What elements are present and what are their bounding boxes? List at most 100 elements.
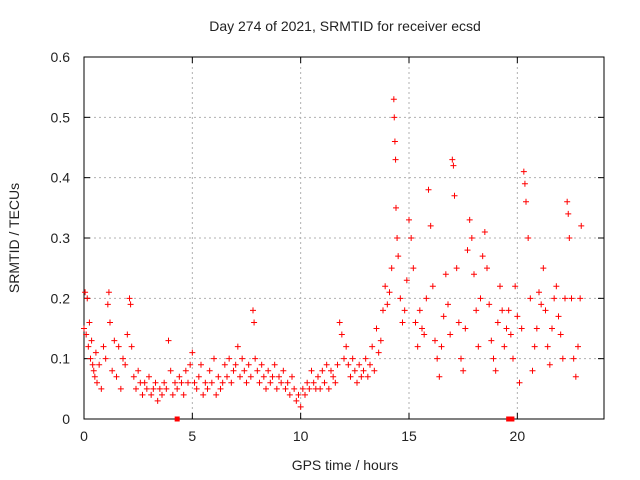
data-point [100, 343, 107, 350]
data-point [122, 361, 129, 368]
data-point [269, 373, 276, 380]
data-point [568, 295, 575, 302]
data-point [159, 391, 165, 398]
data-point [531, 343, 538, 350]
data-point [271, 361, 278, 368]
data-point [150, 385, 157, 392]
data-point [243, 379, 250, 386]
data-point [256, 379, 263, 386]
data-point [421, 331, 428, 338]
data-point [104, 301, 111, 308]
data-point [401, 307, 408, 314]
data-point [345, 361, 352, 368]
data-point [260, 373, 267, 380]
data-point [406, 216, 412, 223]
data-point [436, 373, 443, 380]
data-point [479, 253, 486, 260]
data-point [195, 373, 202, 380]
data-point [507, 331, 514, 338]
data-point [516, 379, 523, 386]
data-point [380, 307, 386, 314]
data-point [325, 385, 332, 392]
data-point [354, 379, 360, 386]
data-point [237, 373, 243, 380]
data-point [445, 301, 451, 308]
data-point [458, 355, 464, 362]
data-point [512, 283, 519, 290]
data-point [156, 385, 163, 392]
data-point [154, 397, 161, 404]
y-tick-label: 0.5 [51, 109, 71, 125]
axes: 0 5 10 15 20 0 0.1 0.2 0.3 0.4 0.5 0.6 [51, 49, 605, 444]
data-point [578, 222, 585, 229]
data-point [213, 391, 220, 398]
y-tick-label: 0.4 [51, 170, 71, 186]
data-point [419, 325, 425, 332]
data-point [86, 319, 93, 326]
data-point [146, 373, 152, 380]
data-point [356, 361, 363, 368]
data-point [412, 319, 419, 326]
x-tick-label: 0 [80, 428, 88, 444]
data-point [408, 235, 415, 241]
x-tick-label: 15 [401, 428, 417, 444]
data-point [536, 289, 542, 296]
data-point [471, 271, 477, 278]
data-point [92, 349, 99, 356]
data-point [492, 367, 499, 374]
data-point [247, 373, 254, 380]
data-point [117, 385, 124, 392]
data-point [286, 391, 293, 398]
data-point [432, 337, 438, 344]
data-point [304, 379, 311, 386]
data-point [462, 325, 469, 332]
data-point [174, 385, 181, 392]
data-point [124, 331, 131, 338]
data-point [451, 192, 458, 199]
data-point [488, 337, 495, 344]
data-point [323, 361, 330, 368]
y-tick-label: 0.2 [51, 290, 71, 306]
data-point [265, 367, 272, 374]
data-point [87, 355, 94, 362]
data-point [414, 343, 421, 350]
data-point [85, 343, 92, 350]
data-point [494, 319, 501, 326]
data-point [542, 307, 549, 314]
data-point [377, 337, 384, 344]
data-point [206, 367, 213, 374]
data-point [83, 331, 90, 338]
data-point [328, 367, 334, 374]
data-point [341, 355, 347, 362]
data-point [221, 361, 228, 368]
data-point [102, 355, 109, 362]
data-point [466, 216, 473, 223]
data-point [263, 385, 269, 392]
data-point [390, 96, 397, 103]
data-point [570, 355, 577, 362]
data-point [182, 367, 189, 374]
data-point [523, 198, 529, 205]
data-point [367, 361, 373, 368]
data-point [133, 385, 139, 392]
data-point [96, 361, 103, 368]
data-point [321, 379, 328, 386]
data-point [565, 210, 572, 217]
data-point [81, 325, 87, 332]
data-point [392, 156, 399, 163]
data-point [477, 295, 484, 302]
data-point [510, 355, 516, 362]
y-tick-label: 0.6 [51, 49, 71, 65]
data-point [525, 235, 532, 241]
data-point [251, 319, 258, 326]
data-point [109, 367, 116, 374]
data-point [107, 319, 113, 326]
data-point [217, 385, 224, 392]
data-point [553, 283, 560, 290]
data-point [273, 385, 280, 392]
x-tick-label: 5 [188, 428, 196, 444]
data-point [267, 379, 274, 386]
data-point [473, 307, 480, 314]
data-point [139, 391, 146, 398]
data-point [148, 391, 155, 398]
